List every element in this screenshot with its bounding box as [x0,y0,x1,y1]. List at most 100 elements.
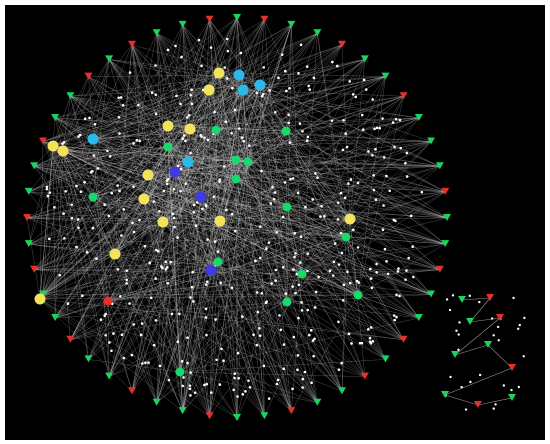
edge [209,19,220,74]
edge [92,196,365,377]
edge [39,145,54,300]
edge [209,19,261,86]
edge [147,174,219,263]
edge [109,59,261,86]
dot [78,133,82,137]
dot [314,290,318,294]
dot [191,270,194,274]
edge [182,218,351,412]
edge [210,24,292,271]
dot [162,189,166,193]
edge [28,125,169,193]
edge [156,301,288,403]
dot [110,349,113,353]
edge [55,117,176,173]
dot [166,48,170,52]
dot [150,91,154,94]
dot [464,408,468,411]
edge [200,178,237,198]
dot [187,114,191,117]
edge [54,117,94,198]
dot [287,113,290,117]
dot [176,164,180,168]
dot [399,146,402,150]
edge [174,76,386,173]
periphery-node [51,314,60,321]
edge [291,294,359,412]
edge [107,221,164,302]
dot [281,265,285,269]
dot [328,269,332,273]
hub-node [57,145,69,157]
dot [144,361,147,365]
edge [236,161,249,419]
dot [356,181,360,185]
edge [189,128,292,412]
dot [205,333,208,337]
edge [200,196,318,403]
edge [108,59,145,200]
dot [255,291,259,294]
edge [54,117,212,271]
dot [331,274,335,277]
edge [52,145,157,403]
periphery-node [23,214,31,221]
edge [114,159,237,255]
edge [162,217,448,223]
edge [247,161,432,295]
edge [92,138,237,180]
periphery-node [24,187,33,195]
edge [162,221,404,340]
dot [214,240,217,243]
dot [201,207,204,211]
edge [217,59,366,263]
periphery-node [152,398,161,406]
edge [28,128,191,193]
dot [369,326,373,329]
dot [135,138,139,142]
edge [200,196,440,270]
edge [52,96,404,147]
dot [154,64,157,67]
dot [369,277,373,280]
edge [317,33,359,296]
edge [70,218,351,340]
dot [312,354,315,358]
edge [301,33,318,275]
dot [375,271,378,274]
edge [219,220,365,377]
edge [108,59,288,303]
edge [174,171,210,417]
edge [114,44,133,255]
edge [147,17,238,176]
dot [265,300,268,303]
dot [276,378,280,382]
edge [167,146,440,270]
edge [357,294,419,319]
hub-node [297,269,307,279]
dot [214,318,217,321]
dot [490,317,494,320]
edge [70,300,109,340]
edge [92,138,365,377]
edge [215,129,386,360]
edge [34,166,219,263]
dot [255,91,259,95]
dot [104,312,107,316]
edge [179,371,238,419]
edge [107,269,440,302]
edge [54,171,176,319]
dot [230,286,234,290]
dot [260,94,264,98]
periphery-node [381,355,390,363]
dot [301,377,305,381]
dot [186,336,189,339]
edge [349,166,440,220]
edge [62,44,343,152]
edge [62,24,292,152]
edge [52,59,110,147]
dot [393,145,396,149]
edge [182,129,217,412]
edge [54,84,261,319]
